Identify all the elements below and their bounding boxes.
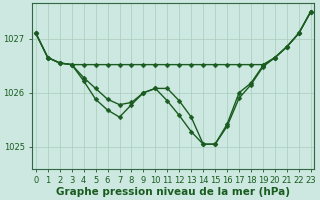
X-axis label: Graphe pression niveau de la mer (hPa): Graphe pression niveau de la mer (hPa)	[56, 187, 290, 197]
